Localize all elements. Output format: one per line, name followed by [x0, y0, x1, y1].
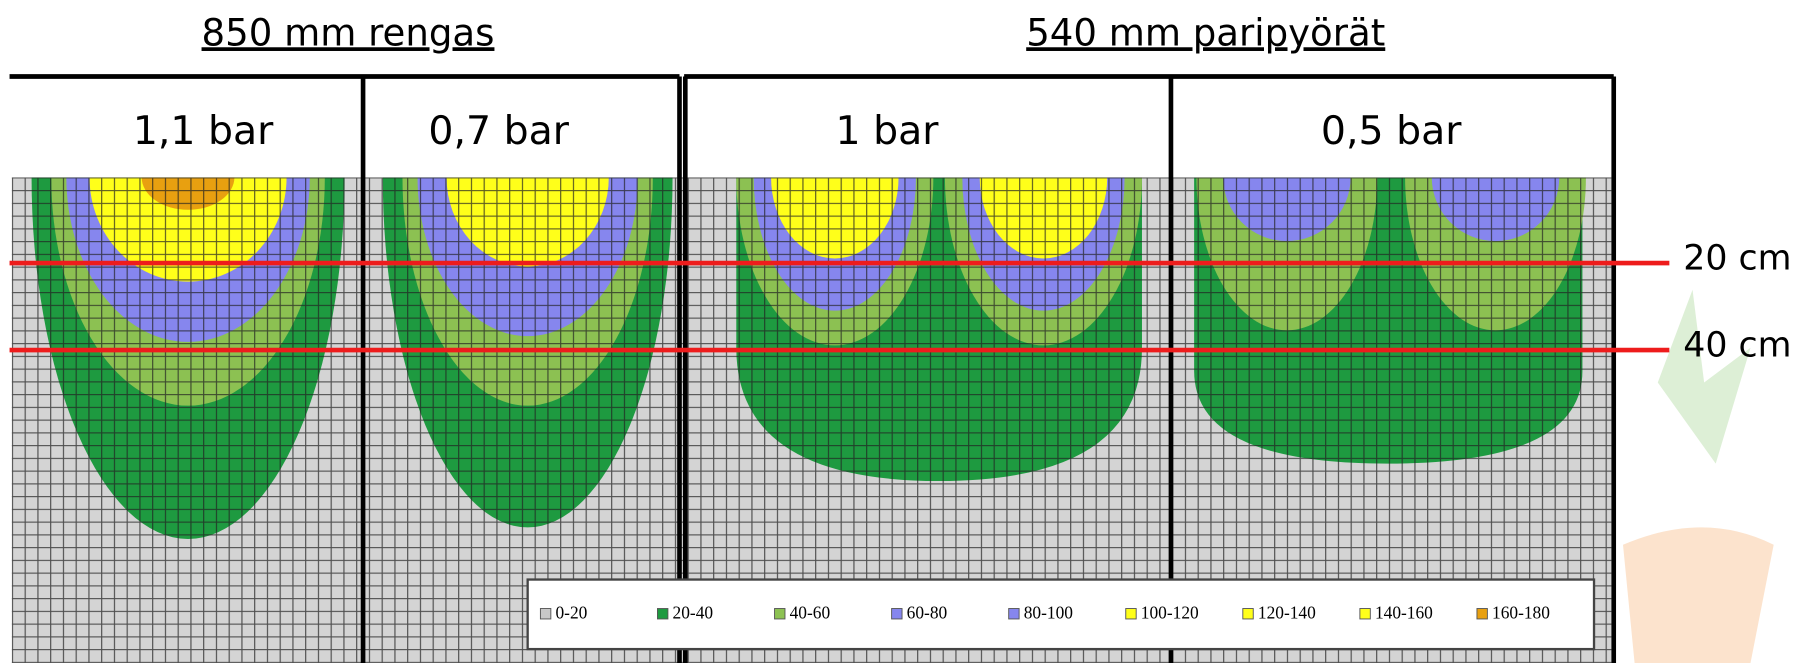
- page: {"groups": [{"title": "850 mm rengas"}, …: [0, 0, 1818, 663]
- legend-label: 160-180: [1492, 603, 1550, 622]
- panel-label: 1 bar: [836, 108, 940, 154]
- legend-label: 0-20: [555, 603, 587, 622]
- legend-swatch: [540, 609, 550, 619]
- legend-label: 60-80: [907, 603, 948, 622]
- legend-swatch: [892, 609, 902, 619]
- legend-swatch: [1009, 609, 1019, 619]
- group-title: 850 mm rengas: [202, 11, 495, 54]
- legend-swatch: [1477, 609, 1487, 619]
- legend-label: 40-60: [790, 603, 831, 622]
- legend-swatch: [1126, 609, 1136, 619]
- legend-label: 120-140: [1258, 603, 1316, 622]
- depth-label: 20 cm: [1683, 239, 1791, 279]
- legend-label: 140-160: [1375, 603, 1433, 622]
- legend-swatch: [657, 609, 667, 619]
- legend-label: 80-100: [1024, 603, 1074, 622]
- panel-label: 1,1 bar: [133, 108, 274, 154]
- legend-swatch: [775, 609, 785, 619]
- panel-label: 0,5 bar: [1321, 108, 1462, 154]
- panel-label: 0,7 bar: [428, 108, 569, 154]
- group-title: 540 mm paripyörät: [1026, 11, 1385, 54]
- legend-swatch: [1360, 609, 1370, 619]
- legend-swatch: [1243, 609, 1253, 619]
- legend: 0-20 20-40 40-60 60-80 80-100 100-120 120-140 1…: [528, 580, 1594, 650]
- depth-label: 40 cm: [1683, 326, 1791, 366]
- diagram: 850 mm rengas 540 mm paripyörät 1,1 bar …: [0, 0, 1818, 663]
- legend-label: 20-40: [673, 603, 714, 622]
- legend-label: 100-120: [1141, 603, 1199, 622]
